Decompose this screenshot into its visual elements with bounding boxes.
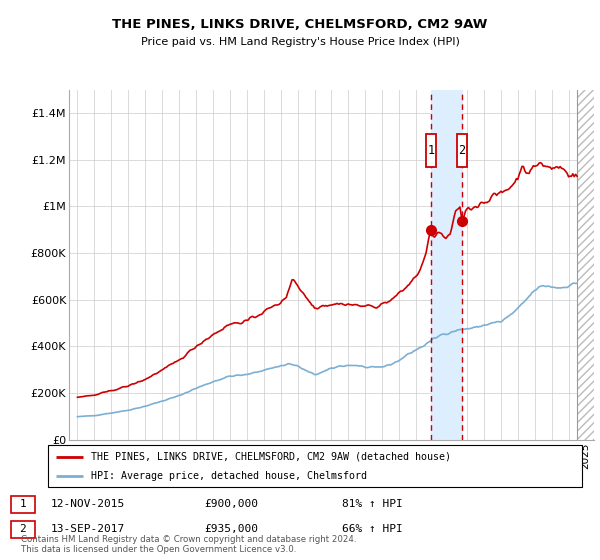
Bar (577, 90, 594, 440)
Text: Price paid vs. HM Land Registry's House Price Index (HPI): Price paid vs. HM Land Registry's House … (140, 37, 460, 47)
FancyBboxPatch shape (426, 134, 436, 167)
Text: £935,000: £935,000 (204, 525, 258, 534)
Bar (431, 90, 462, 440)
Text: 1: 1 (19, 500, 26, 510)
Text: 13-SEP-2017: 13-SEP-2017 (51, 525, 125, 534)
Text: £900,000: £900,000 (204, 500, 258, 510)
FancyBboxPatch shape (11, 521, 35, 538)
FancyBboxPatch shape (457, 134, 467, 167)
Text: 66% ↑ HPI: 66% ↑ HPI (342, 525, 403, 534)
Text: 2: 2 (19, 525, 26, 534)
Text: 1: 1 (427, 144, 434, 157)
Text: 81% ↑ HPI: 81% ↑ HPI (342, 500, 403, 510)
Bar (577, 90, 594, 440)
Text: Contains HM Land Registry data © Crown copyright and database right 2024.
This d: Contains HM Land Registry data © Crown c… (21, 535, 356, 554)
Text: 2: 2 (458, 144, 466, 157)
Text: 12-NOV-2015: 12-NOV-2015 (51, 500, 125, 510)
Text: THE PINES, LINKS DRIVE, CHELMSFORD, CM2 9AW (detached house): THE PINES, LINKS DRIVE, CHELMSFORD, CM2 … (91, 451, 451, 461)
FancyBboxPatch shape (11, 496, 35, 513)
Text: HPI: Average price, detached house, Chelmsford: HPI: Average price, detached house, Chel… (91, 471, 367, 481)
Text: THE PINES, LINKS DRIVE, CHELMSFORD, CM2 9AW: THE PINES, LINKS DRIVE, CHELMSFORD, CM2 … (112, 18, 488, 31)
